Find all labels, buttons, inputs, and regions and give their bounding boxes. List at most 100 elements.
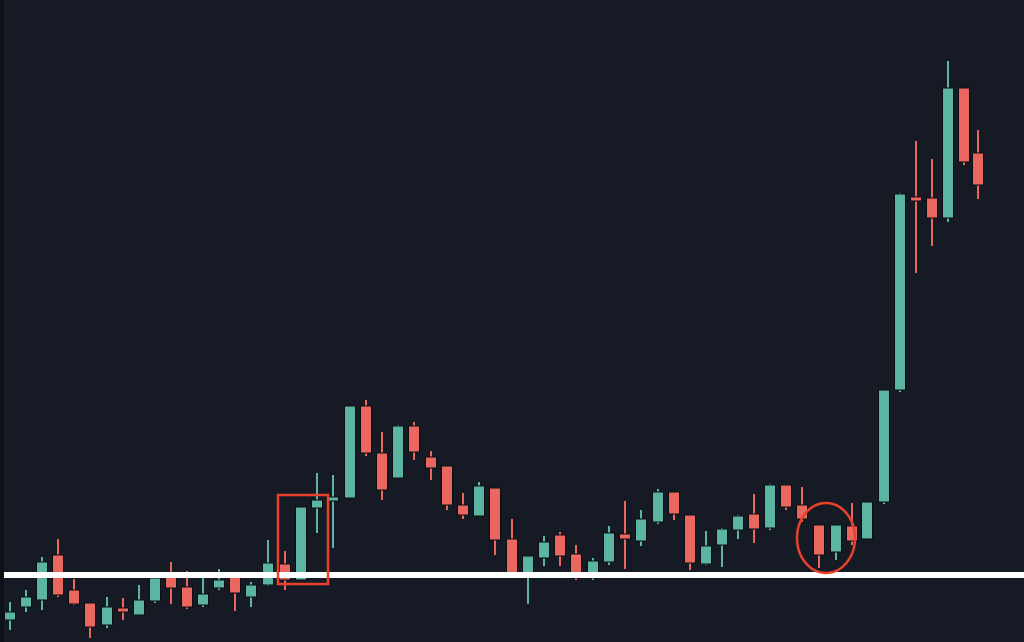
candle-bearish — [117, 598, 129, 620]
candle-bullish — [603, 526, 615, 565]
candle-bullish — [262, 540, 274, 586]
candle-body — [635, 518, 647, 542]
candle-body — [20, 596, 32, 608]
chart-left-edge — [0, 0, 4, 642]
candle-bearish — [748, 494, 760, 543]
candle-body — [392, 425, 404, 479]
candle-body — [652, 491, 664, 523]
candle-bullish — [133, 585, 145, 616]
candle-bullish — [101, 597, 113, 628]
candle-body — [716, 528, 728, 546]
candle-body — [181, 586, 193, 608]
candle-body — [229, 575, 241, 594]
retest-circle — [795, 501, 857, 575]
candle-bullish — [878, 389, 890, 504]
candle-body — [295, 506, 307, 581]
candle-bearish — [926, 159, 938, 246]
candle-body — [101, 606, 113, 626]
candle-bullish — [311, 473, 323, 533]
candle-body — [878, 389, 890, 503]
candle-body — [117, 607, 129, 613]
candle-body — [780, 484, 792, 508]
candle-bearish — [408, 422, 420, 460]
candle-bullish — [473, 482, 485, 517]
candle-bearish — [554, 532, 566, 566]
candle-body — [764, 484, 776, 529]
candle-bearish — [813, 524, 825, 568]
candle-body — [619, 533, 631, 540]
candle-body — [425, 456, 437, 469]
candle-bearish — [376, 432, 388, 500]
candle-body — [748, 513, 760, 530]
candle-body — [846, 525, 858, 542]
candle-body — [830, 524, 842, 553]
candle-body — [36, 561, 48, 601]
candle-bullish — [4, 602, 16, 630]
candle-body — [926, 197, 938, 219]
candle-bullish — [392, 425, 404, 479]
candle-body — [441, 465, 453, 506]
candle-bullish — [538, 536, 550, 566]
candle-bearish — [360, 400, 372, 456]
candle-bearish — [668, 491, 680, 520]
candle-bearish — [425, 451, 437, 480]
candle-bearish — [457, 493, 469, 519]
candle-bearish — [165, 562, 177, 604]
candle-body — [4, 611, 16, 621]
candle-body — [68, 589, 80, 605]
candle-bullish — [732, 515, 744, 539]
candle-bullish — [344, 405, 356, 499]
candle-bullish — [894, 193, 906, 392]
candle-body — [84, 602, 96, 628]
annotations-group — [276, 493, 857, 586]
candle-bullish — [36, 557, 48, 610]
candle-bearish — [972, 130, 984, 199]
candle-body — [684, 514, 696, 564]
candle-body — [668, 491, 680, 515]
candle-bullish — [197, 577, 209, 607]
candle-bearish — [780, 484, 792, 510]
candle-bullish — [700, 531, 712, 565]
candle-body — [894, 193, 906, 391]
candle-body — [972, 152, 984, 186]
candle-body — [311, 499, 323, 509]
candle-body — [133, 599, 145, 616]
candle-bullish — [942, 61, 954, 222]
candle-body — [813, 524, 825, 556]
candle-bearish — [441, 465, 453, 510]
candle-body — [700, 545, 712, 565]
candle-bearish — [84, 602, 96, 638]
candle-bullish — [830, 524, 842, 560]
candle-body — [861, 501, 873, 540]
candle-body — [149, 577, 161, 602]
candle-bullish — [635, 510, 647, 546]
candle-bullish — [295, 506, 307, 581]
candle-bearish — [910, 141, 922, 273]
candle-body — [245, 584, 257, 598]
candle-body — [457, 504, 469, 516]
candle-body — [408, 425, 420, 453]
candle-bearish — [958, 87, 970, 165]
candle-body — [376, 452, 388, 491]
candle-body — [506, 538, 518, 577]
candle-bearish — [68, 579, 80, 605]
candle-body — [942, 87, 954, 219]
candle-body — [489, 487, 501, 541]
candles-group — [4, 61, 984, 638]
candle-bullish — [522, 555, 534, 604]
candle-body — [197, 593, 209, 606]
candle-body — [165, 576, 177, 589]
candle-bearish — [229, 574, 241, 611]
candle-body — [344, 405, 356, 499]
candle-bearish — [684, 514, 696, 570]
candle-body — [360, 405, 372, 454]
candle-bearish — [489, 487, 501, 555]
candle-bullish — [652, 489, 664, 524]
candle-body — [910, 196, 922, 202]
candle-body — [603, 532, 615, 563]
candle-body — [732, 515, 744, 531]
candle-body — [538, 541, 550, 559]
candle-bullish — [764, 484, 776, 530]
